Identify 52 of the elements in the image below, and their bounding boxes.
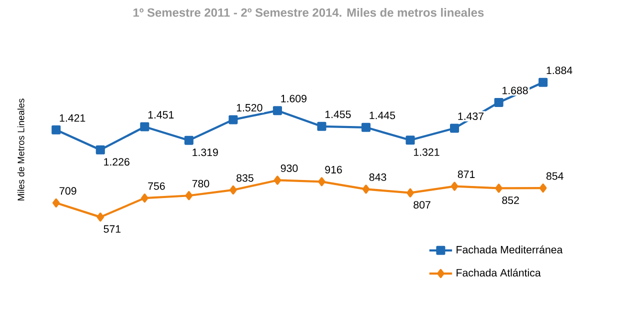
point xyxy=(362,184,370,194)
point xyxy=(185,191,193,200)
point xyxy=(96,212,104,222)
data-label: 854 xyxy=(546,172,564,180)
point xyxy=(230,185,237,194)
data-label: 780 xyxy=(192,180,210,188)
point xyxy=(184,136,194,145)
point xyxy=(539,183,547,192)
point xyxy=(450,182,458,191)
legend-label: Fachada Mediterránea xyxy=(456,245,563,254)
data-label: 709 xyxy=(60,187,76,195)
point xyxy=(495,184,502,193)
point xyxy=(538,78,548,87)
point xyxy=(272,106,282,116)
point xyxy=(406,136,415,145)
data-label: 571 xyxy=(104,225,121,233)
chart-title: 1º Semestre 2011 - 2º Semestre 2014. Miles de metros lineales xyxy=(133,8,484,17)
data-label: 916 xyxy=(325,166,342,174)
data-label: 1.445 xyxy=(370,112,396,120)
data-label: 930 xyxy=(280,164,298,172)
data-label: 843 xyxy=(369,173,386,181)
point xyxy=(228,115,238,124)
point xyxy=(52,198,60,208)
point xyxy=(140,122,150,132)
point xyxy=(96,145,105,154)
data-label: 1.226 xyxy=(104,158,130,166)
data-label: 1.455 xyxy=(325,110,351,118)
data-label: 1.884 xyxy=(546,66,572,74)
y-axis-title: Miles de Metros Lineales xyxy=(17,98,24,200)
data-label: 807 xyxy=(414,201,430,209)
data-label: 871 xyxy=(458,170,475,178)
point xyxy=(274,176,282,185)
point xyxy=(361,122,371,132)
point xyxy=(406,188,414,198)
point xyxy=(450,124,460,133)
point xyxy=(52,125,61,134)
data-label: 1.520 xyxy=(236,104,262,112)
data-label: 1.451 xyxy=(148,111,174,118)
point xyxy=(494,98,504,107)
data-label: 1.688 xyxy=(502,86,528,94)
data-label: 1.437 xyxy=(458,112,484,120)
point xyxy=(140,193,148,203)
point xyxy=(318,177,326,186)
data-label: 835 xyxy=(236,174,254,182)
data-label: 1.609 xyxy=(281,94,306,102)
legend-label: Fachada Atlántica xyxy=(456,268,541,276)
data-label: 1.321 xyxy=(414,148,440,156)
data-label: 852 xyxy=(502,196,519,204)
point xyxy=(317,122,326,131)
data-label: 756 xyxy=(148,182,165,190)
data-label: 1.319 xyxy=(192,148,218,156)
data-label: 1.421 xyxy=(60,114,86,122)
